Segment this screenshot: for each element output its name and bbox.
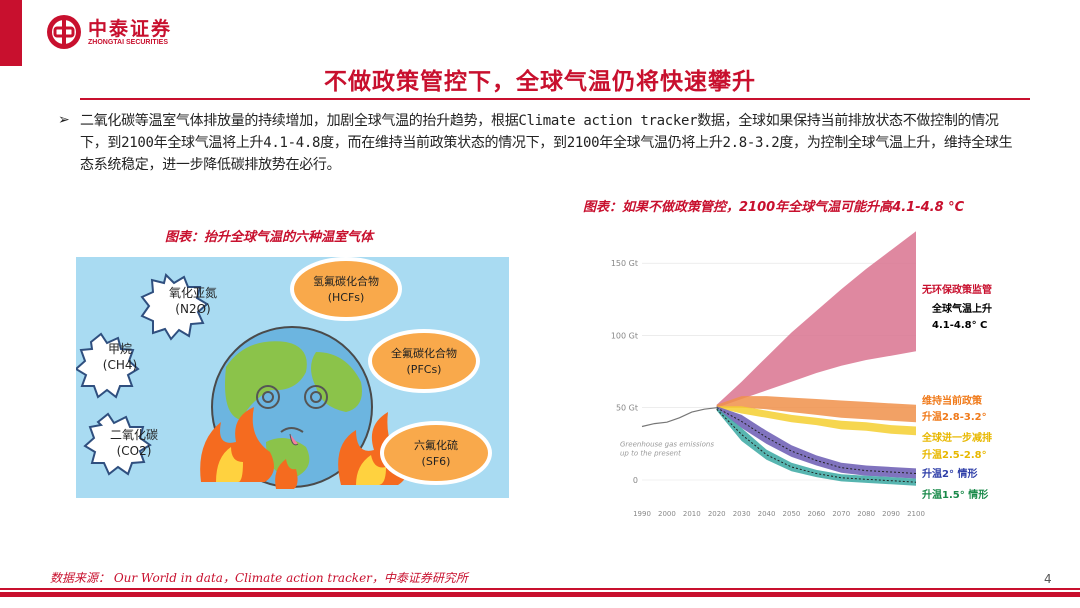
series-label: 维持当前政策 — [922, 394, 983, 407]
series-label: 升温2.8-3.2° — [922, 410, 987, 423]
gas-formula-hcfs: (HCFs) — [328, 291, 365, 304]
x-tick-label: 2000 — [658, 510, 676, 518]
footer-rule — [0, 588, 1080, 590]
y-tick-label: 0 — [633, 476, 638, 485]
x-tick-label: 2010 — [683, 510, 701, 518]
history-line — [641, 407, 717, 428]
gas-name-co2: 二氧化碳 — [110, 428, 158, 442]
gas-bubble-pfcs: 全氟碳化合物 (PFCs) — [368, 329, 480, 393]
gas-formula-co2: (CO2) — [117, 444, 152, 458]
series-band — [716, 231, 916, 408]
x-tick-label: 2060 — [807, 510, 825, 518]
gas-formula-n2o: (N2O) — [175, 302, 210, 316]
summary-paragraph: 二氧化碳等温室气体排放量的持续增加，加剧全球气温的抬升趋势，根据Climate … — [80, 113, 1013, 173]
series-band — [716, 396, 916, 423]
gas-formula-pfcs: (PFCs) — [407, 363, 442, 376]
x-tick-label: 2030 — [733, 510, 751, 518]
series-band — [716, 406, 916, 479]
series-label: 无环保政策监管 — [921, 283, 992, 296]
series-label: 升温1.5° 情形 — [922, 488, 988, 501]
x-tick-label: 2020 — [708, 510, 726, 518]
gas-bubble-sf6: 六氟化硫 (SF6) — [380, 421, 492, 485]
y-tick-label: 100 Gt — [611, 331, 638, 340]
history-label: Greenhouse gas emissions — [620, 441, 714, 449]
emissions-projection-chart: 0 50 Gt 100 Gt 150 Gt 1990 2000 2010 2020 2030 20… — [611, 231, 992, 518]
y-tick-label: 50 Gt — [616, 404, 638, 413]
brand-logo: 中泰证券 ZHONGTAI SECURITIES — [46, 12, 196, 54]
right-figure-caption: 图表：如果不做政策管控，2100年全球气温可能升高4.1-4.8 °C — [583, 200, 965, 215]
gas-name-pfcs: 全氟碳化合物 — [391, 346, 457, 360]
arrow-bullet-icon: ➢ — [58, 112, 70, 128]
series-band — [716, 407, 916, 486]
gas-bubble-hcfs: 氢氟碳化合物 (HCFs) — [290, 257, 402, 321]
x-tick-label: 2070 — [832, 510, 850, 518]
x-tick-label: 2040 — [758, 510, 776, 518]
x-tick-label: 2090 — [882, 510, 900, 518]
page-number: 4 — [1044, 572, 1052, 586]
brand-name-en: ZHONGTAI SECURITIES — [88, 39, 168, 46]
series-label: 4.1-4.8° C — [932, 320, 987, 331]
gas-name-ch4: 甲烷 — [108, 342, 132, 356]
brand-name-cn: 中泰证券 — [88, 18, 173, 40]
gas-bubble-ch4: 甲烷 (CH4) — [76, 332, 140, 399]
x-tick-label: 2050 — [783, 510, 801, 518]
title-divider — [80, 98, 1030, 100]
series-center-line — [716, 408, 917, 483]
series-band — [716, 406, 916, 436]
y-tick-label: 150 Gt — [611, 259, 638, 268]
gas-name-hcfs: 氢氟碳化合物 — [313, 274, 379, 288]
zhongtai-logo-icon — [47, 15, 81, 49]
history-label: up to the present — [620, 450, 681, 458]
footer-bar — [0, 592, 1080, 597]
greenhouse-gases-illustration: 氧化亚氮 (N2O) 甲烷 (CH4) 二氧化碳 (CO2) 氢氟碳化合物 (H… — [76, 257, 509, 498]
gas-bubble-co2: 二氧化碳 (CO2) — [83, 412, 158, 476]
gas-formula-ch4: (CH4) — [103, 358, 137, 372]
x-tick-label: 2100 — [907, 510, 925, 518]
gas-bubble-n2o: 氧化亚氮 (N2O) — [140, 273, 217, 341]
left-figure-caption: 图表：抬升全球气温的六种温室气体 — [165, 230, 374, 245]
series-label: 全球气温上升 — [931, 302, 992, 315]
series-label: 升温2° 情形 — [922, 467, 977, 480]
slide-title: 不做政策管控下，全球气温仍将快速攀升 — [324, 68, 756, 95]
x-tick-label: 1990 — [633, 510, 651, 518]
gas-formula-sf6: (SF6) — [422, 455, 451, 468]
data-source-note: 数据来源： Our World in data，Climate action t… — [50, 571, 468, 585]
gas-name-n2o: 氧化亚氮 — [169, 285, 217, 300]
header-accent-bar — [0, 0, 22, 66]
series-label: 全球进一步减排 — [921, 431, 992, 444]
series-center-line — [716, 407, 917, 474]
x-tick-label: 2080 — [857, 510, 875, 518]
series-label: 升温2.5-2.8° — [922, 448, 987, 461]
gas-name-sf6: 六氟化硫 — [414, 438, 458, 452]
